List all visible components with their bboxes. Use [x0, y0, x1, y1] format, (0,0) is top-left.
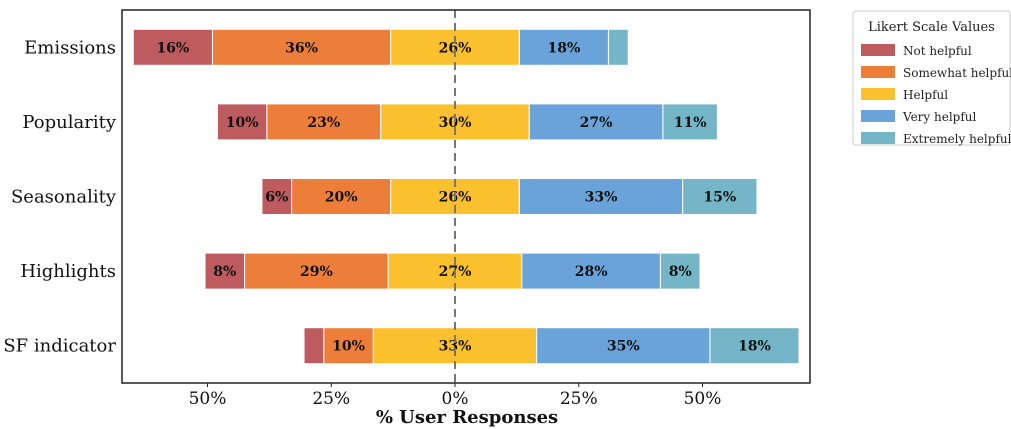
bar-segment [607, 28, 629, 66]
legend-label: Not helpful [903, 44, 972, 58]
bar-segment [662, 103, 718, 141]
category-label: Popularity [22, 112, 116, 133]
legend-swatch [861, 132, 895, 144]
category-label: Emissions [24, 37, 116, 58]
data-label: 36% [285, 40, 318, 56]
bar-segment [291, 178, 392, 215]
x-axis-label: % User Responses [376, 407, 558, 428]
data-label: 10% [332, 339, 365, 355]
bar-segment [266, 103, 382, 141]
bar-segment [204, 252, 246, 290]
data-label: 16% [156, 40, 189, 56]
data-label: 28% [575, 264, 608, 280]
legend-label: Helpful [903, 88, 948, 102]
data-label: 35% [607, 339, 640, 355]
bar-segment [709, 327, 800, 365]
bar-segment [682, 178, 758, 215]
bar-segment [372, 327, 538, 365]
bar-segment [518, 178, 684, 215]
legend-swatch [861, 66, 895, 78]
data-label: 11% [674, 115, 707, 131]
x-tick-label: 25% [560, 389, 598, 409]
category-label: Highlights [20, 261, 116, 282]
data-label: 33% [439, 339, 472, 355]
data-label: 27% [580, 115, 613, 131]
x-tick-label: 0% [442, 389, 469, 409]
data-label: 30% [439, 115, 472, 131]
x-tick-label: 50% [684, 389, 722, 409]
data-label: 29% [300, 264, 333, 280]
category-labels: Emissions Popularity Seasonality Highlights… [3, 37, 117, 356]
category-label: SF indicator [3, 336, 116, 357]
legend: Likert Scale Values Not helpful Somewhat … [852, 10, 1011, 146]
bar-segment [659, 252, 701, 290]
data-label: 20% [325, 190, 358, 206]
bar-segment [244, 252, 389, 290]
bar-segment [303, 327, 325, 365]
legend-title: Likert Scale Values [868, 20, 995, 35]
x-ticks: 50% 25% 0% 25% 50% [189, 383, 722, 409]
bar-segment [528, 103, 664, 141]
data-label: 15% [703, 190, 736, 206]
data-label: 33% [585, 190, 618, 206]
data-label: 8% [213, 264, 236, 280]
bar-segment [216, 103, 268, 141]
legend-swatch [861, 44, 895, 56]
legend-swatch [861, 110, 895, 122]
x-tick-label: 50% [189, 389, 227, 409]
x-tick-label: 25% [312, 389, 350, 409]
legend-label: Very helpful [902, 110, 977, 124]
legend-label: Somewhat helpful [903, 66, 1011, 80]
data-label: 6% [265, 190, 288, 206]
data-label: 18% [738, 339, 771, 355]
bar-segment [132, 28, 213, 66]
data-label: 18% [548, 40, 581, 56]
data-label: 23% [307, 115, 340, 131]
data-label: 10% [226, 115, 259, 131]
legend-label: Extremely helpful [903, 132, 1011, 146]
data-label: 26% [439, 40, 472, 56]
category-label: Seasonality [11, 187, 117, 208]
data-label: 8% [669, 264, 692, 280]
legend-swatch [861, 88, 895, 100]
legend-items: Not helpful Somewhat helpful Helpful Very h… [861, 44, 1011, 146]
bar-segment [211, 28, 392, 66]
bar-segment [261, 178, 293, 215]
bars-layer [132, 28, 800, 365]
plot-frame [121, 9, 811, 384]
bar-segment [521, 252, 661, 290]
